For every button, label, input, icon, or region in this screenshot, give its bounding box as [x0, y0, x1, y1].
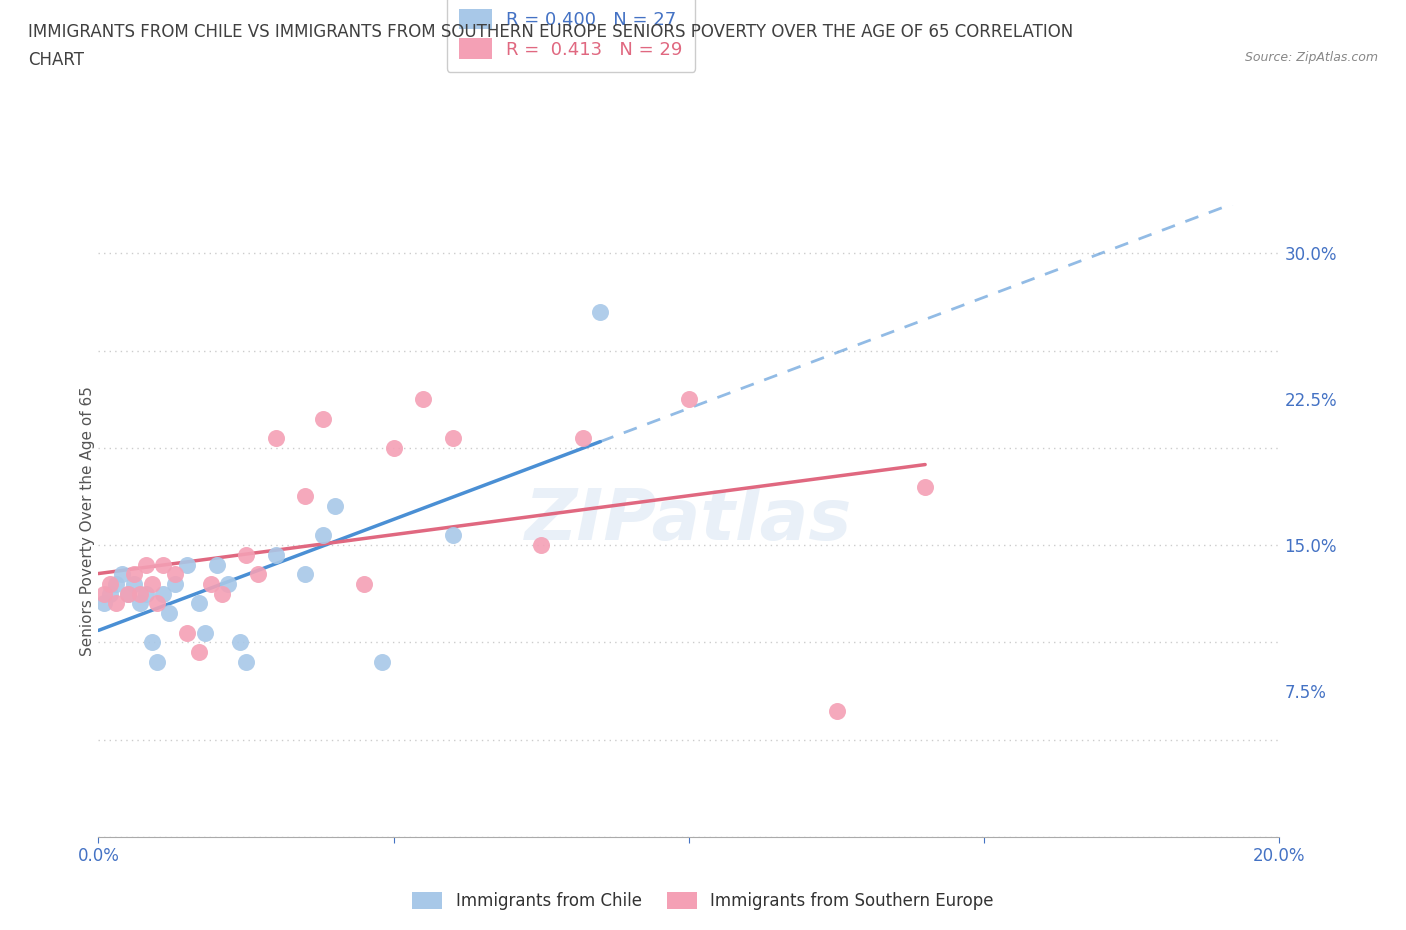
Point — [371, 655, 394, 670]
Point — [412, 392, 434, 406]
Point — [135, 557, 157, 572]
Point — [105, 596, 128, 611]
Point — [152, 586, 174, 601]
Point — [205, 557, 228, 572]
Text: CHART: CHART — [28, 51, 84, 69]
Point — [165, 567, 187, 582]
Point — [122, 567, 145, 582]
Point — [98, 586, 121, 601]
Point — [146, 596, 169, 611]
Point — [135, 586, 157, 601]
Point — [323, 498, 346, 513]
Point — [530, 538, 553, 552]
Point — [165, 577, 187, 591]
Point — [264, 431, 287, 445]
Point — [294, 489, 316, 504]
Point — [441, 528, 464, 543]
Text: Source: ZipAtlas.com: Source: ZipAtlas.com — [1244, 51, 1378, 64]
Legend: R = 0.400   N = 27, R =  0.413   N = 29: R = 0.400 N = 27, R = 0.413 N = 29 — [447, 0, 695, 72]
Point — [111, 567, 134, 582]
Point — [141, 635, 163, 650]
Point — [353, 577, 375, 591]
Point — [217, 577, 239, 591]
Point — [678, 392, 700, 406]
Point — [264, 548, 287, 563]
Point — [229, 635, 252, 650]
Point — [200, 577, 222, 591]
Point — [382, 441, 405, 456]
Point — [117, 586, 139, 601]
Point — [128, 586, 150, 601]
Text: ZIPatlas: ZIPatlas — [526, 486, 852, 555]
Point — [176, 625, 198, 640]
Point — [105, 577, 128, 591]
Point — [93, 596, 115, 611]
Point — [246, 567, 269, 582]
Point — [141, 577, 163, 591]
Point — [187, 596, 209, 611]
Point — [825, 703, 848, 718]
Point — [235, 548, 257, 563]
Point — [211, 586, 233, 601]
Point — [176, 557, 198, 572]
Point — [157, 605, 180, 620]
Point — [98, 577, 121, 591]
Point — [146, 655, 169, 670]
Point — [914, 479, 936, 494]
Point — [122, 577, 145, 591]
Point — [589, 304, 612, 319]
Point — [152, 557, 174, 572]
Point — [441, 431, 464, 445]
Point — [93, 586, 115, 601]
Text: IMMIGRANTS FROM CHILE VS IMMIGRANTS FROM SOUTHERN EUROPE SENIORS POVERTY OVER TH: IMMIGRANTS FROM CHILE VS IMMIGRANTS FROM… — [28, 23, 1073, 41]
Point — [128, 596, 150, 611]
Y-axis label: Seniors Poverty Over the Age of 65: Seniors Poverty Over the Age of 65 — [80, 386, 94, 656]
Point — [571, 431, 593, 445]
Point — [117, 586, 139, 601]
Point — [235, 655, 257, 670]
Legend: Immigrants from Chile, Immigrants from Southern Europe: Immigrants from Chile, Immigrants from S… — [406, 885, 1000, 917]
Point — [187, 644, 209, 659]
Point — [294, 567, 316, 582]
Point — [194, 625, 217, 640]
Point — [312, 411, 335, 426]
Point — [312, 528, 335, 543]
